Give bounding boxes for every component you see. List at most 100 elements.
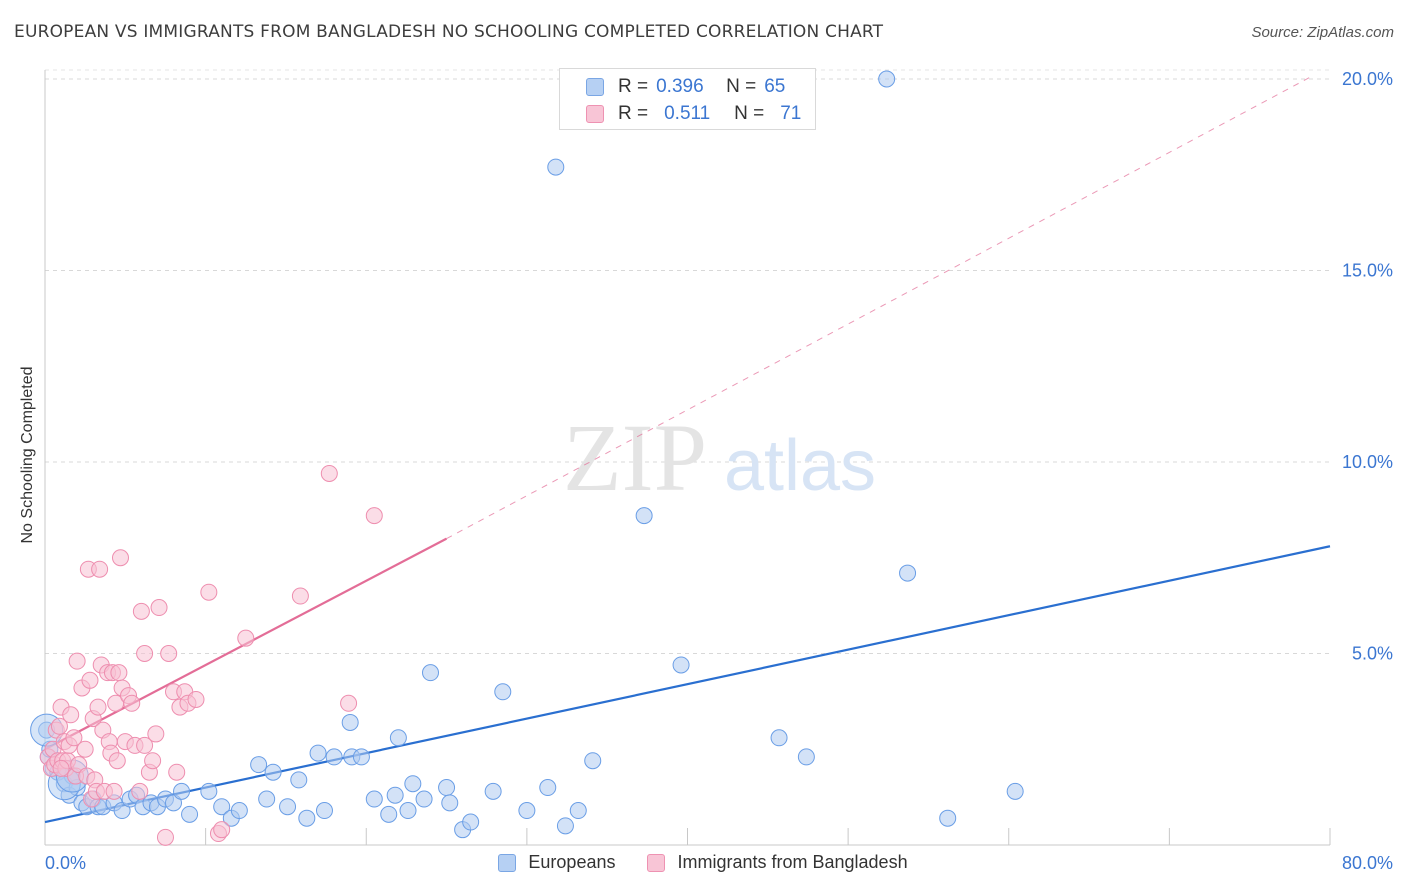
point-european: [258, 790, 276, 808]
point-european: [341, 713, 359, 731]
trend-line-bangladesh-extension: [446, 74, 1315, 540]
point-bangladesh: [160, 645, 178, 662]
point-bangladesh: [365, 507, 383, 525]
point-bangladesh: [320, 464, 338, 482]
point-european: [404, 775, 422, 793]
point-european: [279, 798, 297, 816]
legend-label-bangladesh: Immigrants from Bangladesh: [677, 852, 908, 872]
point-european: [250, 756, 268, 774]
point-european: [415, 790, 433, 808]
point-european: [290, 771, 308, 789]
gridlines: [45, 69, 1330, 654]
legend-swatch-pink: [586, 105, 604, 123]
point-european: [494, 683, 512, 701]
point-european: [878, 70, 896, 88]
point-bangladesh: [89, 698, 107, 716]
point-bangladesh: [110, 664, 128, 682]
y-tick-label: 5.0%: [1352, 644, 1393, 664]
watermark-atlas: atlas: [724, 426, 876, 506]
point-european: [389, 729, 407, 747]
point-european: [441, 794, 459, 812]
point-european: [230, 802, 248, 820]
point-bangladesh: [144, 752, 162, 770]
point-european: [584, 752, 602, 770]
x-tick-label: 0.0%: [45, 853, 86, 873]
point-european: [1006, 782, 1024, 800]
point-bangladesh: [62, 706, 80, 724]
point-bangladesh: [81, 671, 99, 689]
point-european: [380, 805, 398, 823]
trend-line-europeans: [44, 545, 1331, 824]
legend-swatch-blue: [586, 78, 604, 96]
point-european: [462, 813, 480, 831]
point-bangladesh: [237, 629, 255, 647]
legend-item-bangladesh[interactable]: Immigrants from Bangladesh: [647, 852, 908, 873]
legend-row-bangladesh: R = 0.511 N = 71: [586, 103, 801, 125]
tick-labels: 5.0% 10.0% 15.0% 20.0% 0.0% 80.0%: [45, 69, 1393, 873]
point-bangladesh: [65, 729, 83, 747]
point-european: [365, 790, 383, 808]
point-bangladesh: [291, 587, 309, 605]
point-european: [173, 782, 191, 800]
point-bangladesh: [50, 717, 68, 735]
point-bangladesh: [91, 560, 109, 578]
point-european: [484, 782, 502, 800]
point-bangladesh: [147, 725, 165, 743]
point-bangladesh: [156, 828, 174, 846]
legend-n-value: 71: [780, 103, 802, 124]
point-european: [113, 802, 131, 820]
point-bangladesh: [68, 652, 86, 670]
series-legend: Europeans Immigrants from Bangladesh: [0, 852, 1406, 873]
chart-title: EUROPEAN VS IMMIGRANTS FROM BANGLADESH N…: [14, 22, 884, 42]
point-european: [181, 805, 199, 823]
point-bangladesh: [200, 583, 218, 601]
legend-r-label: R =: [618, 103, 649, 124]
point-bangladesh: [187, 690, 205, 708]
legend-swatch-europeans: [498, 853, 517, 872]
legend-n-label: N =: [734, 103, 765, 124]
point-european: [325, 748, 343, 766]
point-bangladesh: [132, 602, 150, 620]
point-bangladesh: [111, 549, 129, 567]
point-european: [518, 802, 536, 820]
point-european: [547, 158, 565, 176]
legend-r-label: R =: [618, 76, 649, 97]
point-european: [200, 782, 218, 800]
point-european: [386, 786, 404, 804]
point-european: [352, 748, 370, 766]
watermark-zip: ZIP: [563, 404, 707, 511]
x-tick-label: 80.0%: [1342, 853, 1393, 873]
point-bangladesh: [76, 740, 94, 758]
point-bangladesh: [136, 645, 154, 662]
point-bangladesh: [52, 759, 70, 777]
legend-n-value: 65: [764, 76, 786, 97]
legend-label-europeans: Europeans: [528, 852, 616, 872]
point-bangladesh: [213, 821, 231, 839]
legend-n-label: N =: [726, 76, 757, 97]
point-european: [422, 664, 439, 682]
point-bangladesh: [340, 694, 358, 712]
point-european: [635, 507, 653, 525]
point-european: [213, 798, 231, 816]
y-tick-label: 20.0%: [1342, 69, 1393, 89]
point-bangladesh: [136, 736, 154, 754]
legend-item-europeans[interactable]: Europeans: [498, 852, 615, 873]
source-label: Source: ZipAtlas.com: [1251, 24, 1394, 41]
point-bangladesh: [70, 756, 88, 774]
point-european: [264, 763, 282, 781]
point-european: [556, 817, 574, 835]
point-european: [770, 729, 788, 747]
point-bangladesh: [150, 599, 168, 617]
point-european: [939, 809, 957, 827]
point-bangladesh: [131, 782, 149, 800]
point-european: [797, 748, 815, 766]
point-european: [315, 802, 333, 820]
point-european: [309, 744, 327, 762]
point-european: [672, 656, 690, 674]
point-european: [399, 802, 417, 820]
point-european: [539, 779, 557, 797]
legend-row-europeans: R = 0.396 N = 65: [586, 76, 785, 98]
stats-legend: R = 0.396 N = 65 R = 0.511 N = 71: [559, 68, 816, 130]
legend-r-value: 0.396: [656, 76, 704, 97]
